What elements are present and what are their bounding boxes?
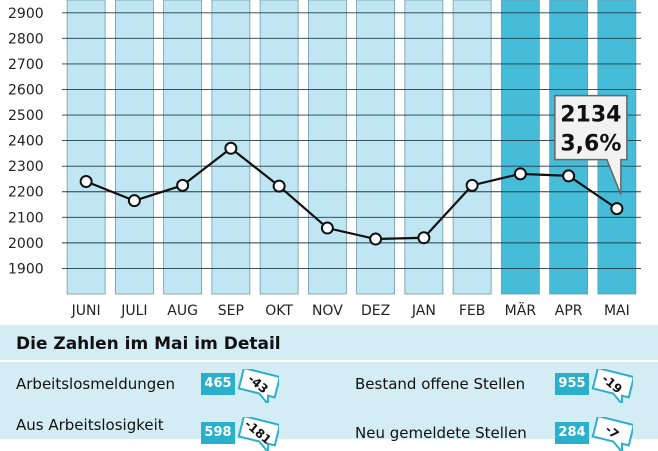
x-tick-label: AUG xyxy=(167,303,198,319)
series-line xyxy=(85,146,618,241)
detail-value: 284 xyxy=(555,422,589,444)
y-tick-label: 2100 xyxy=(8,210,44,226)
y-axis-ticks: 1900 2000 2100 2200 2300 2400 2500 2600 2700 2800… xyxy=(8,6,44,278)
y-tick-label: 2500 xyxy=(8,108,44,124)
grid-lines xyxy=(62,12,641,269)
data-point xyxy=(224,141,238,155)
x-tick-label: APR xyxy=(555,303,583,319)
column-juni xyxy=(66,0,106,295)
data-point xyxy=(417,231,431,245)
y-tick-label: 2200 xyxy=(8,185,44,201)
x-tick-label: MAI xyxy=(604,303,630,319)
column-nov xyxy=(307,0,347,295)
detail-label: Arbeitslosmeldungen xyxy=(16,375,176,393)
x-axis-ticks: JUNI JULI AUG SEP OKT NOV DEZ JAN FEB MÄR APR MAI xyxy=(71,301,630,319)
detail-divider xyxy=(0,360,658,362)
column-dez xyxy=(356,0,396,295)
data-point xyxy=(79,175,93,189)
x-tick-label: JUNI xyxy=(71,303,101,319)
data-point xyxy=(176,178,190,192)
x-tick-label: JAN xyxy=(411,303,436,319)
month-columns xyxy=(66,0,637,295)
y-tick-label: 2800 xyxy=(8,31,44,47)
data-point xyxy=(610,202,624,216)
x-tick-label: SEP xyxy=(218,303,244,319)
detail-title: Die Zahlen im Mai im Detail xyxy=(16,334,281,354)
detail-label: Bestand offene Stellen xyxy=(355,375,526,393)
y-tick-label: 2900 xyxy=(8,6,44,22)
change-arrow-down: -19 xyxy=(591,369,633,403)
data-point xyxy=(320,221,334,235)
x-tick-label: NOV xyxy=(312,303,343,319)
change-arrow-down: -43 xyxy=(237,369,279,403)
y-tick-label: 1900 xyxy=(8,261,44,277)
y-tick-label: 2700 xyxy=(8,57,44,73)
callout-rate: 3,6% xyxy=(560,132,621,157)
x-tick-label: JULI xyxy=(120,303,147,319)
callout-box xyxy=(554,94,628,195)
data-point xyxy=(513,167,527,181)
column-feb xyxy=(452,0,492,295)
detail-panel: Die Zahlen im Mai im Detail Arbeitslosme… xyxy=(0,325,658,451)
detail-label: Neu gemeldete Stellen xyxy=(355,424,527,442)
x-tick-label: MÄR xyxy=(505,301,537,319)
y-tick-label: 2600 xyxy=(8,82,44,98)
data-point xyxy=(369,232,383,246)
column-juli xyxy=(114,0,154,295)
y-tick-label: 2400 xyxy=(8,134,44,150)
data-point xyxy=(127,194,141,208)
column-aug xyxy=(163,0,203,295)
data-point xyxy=(562,169,576,183)
detail-label: Aus Arbeitslosigkeit xyxy=(16,416,164,434)
x-tick-label: OKT xyxy=(265,303,293,319)
x-tick-label: FEB xyxy=(459,303,486,319)
change-arrow-down: -7 xyxy=(591,417,633,451)
column-jan xyxy=(404,0,444,295)
data-points xyxy=(79,141,624,246)
callout-value: 2134 xyxy=(560,103,621,128)
current-value-callout: 2134 3,6% xyxy=(554,94,628,195)
detail-value: 598 xyxy=(201,422,235,444)
data-point xyxy=(465,178,479,192)
x-tick-label: DEZ xyxy=(361,303,390,319)
column-okt xyxy=(259,0,299,295)
line-chart: 1900 2000 2100 2200 2300 2400 2500 2600 2700 2800… xyxy=(8,0,641,319)
data-point xyxy=(272,179,286,193)
column-mär xyxy=(500,0,540,295)
detail-value: 465 xyxy=(201,373,235,395)
y-tick-label: 2300 xyxy=(8,159,44,175)
detail-value: 955 xyxy=(555,373,589,395)
y-tick-label: 2000 xyxy=(8,236,44,252)
change-arrow-down: -181 xyxy=(237,417,279,451)
